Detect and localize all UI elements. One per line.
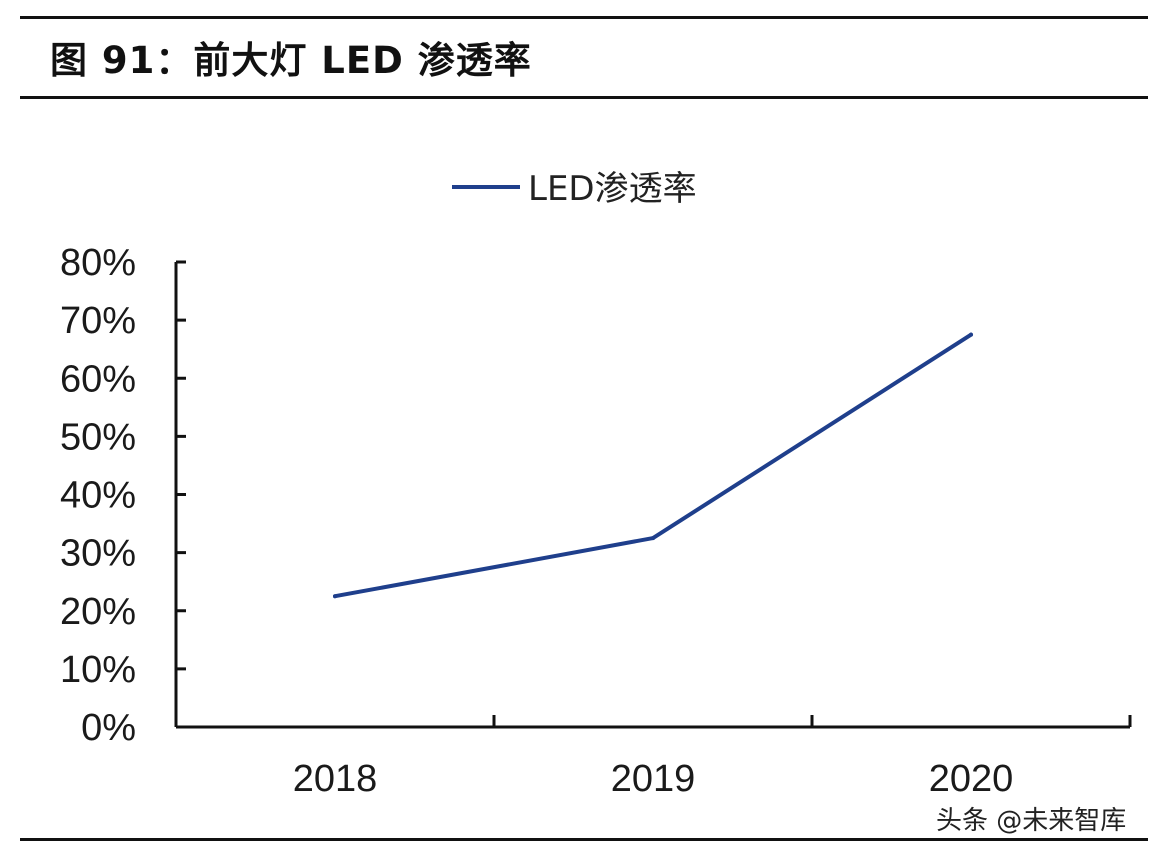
series-group: [333, 332, 973, 599]
y-tick-label: 30%: [60, 533, 136, 575]
watermark: 头条 @未来智库: [936, 806, 1127, 836]
y-axis-ticks: 0% 10% 20% 30% 40% 50% 60% 70% 80%: [60, 242, 186, 749]
y-tick-label: 10%: [60, 649, 136, 691]
title-underline-rule: [20, 96, 1148, 99]
x-tick-label: 2018: [293, 758, 378, 800]
data-point: [969, 332, 973, 337]
series-line-led: [333, 332, 973, 599]
bottom-rule: [20, 838, 1148, 841]
y-tick-label: 0%: [81, 707, 136, 749]
y-tick-label: 80%: [60, 242, 136, 284]
legend-label: LED渗透率: [528, 169, 697, 209]
y-tick-label: 50%: [60, 416, 136, 458]
axes: [174, 262, 1130, 729]
top-rule: [20, 16, 1148, 19]
line-chart: LED渗透率 0%10%20%30%40%50%60%70%80% 2018 20…: [60, 169, 1132, 800]
y-tick-label: 70%: [60, 300, 136, 342]
x-tick-label: 2020: [929, 758, 1014, 800]
figure-title: 图 91：前大灯 LED 渗透率: [50, 39, 532, 82]
x-axis-ticks: 2018 2019 2020: [174, 715, 1132, 800]
data-point: [651, 536, 655, 541]
x-tick-label: 2019: [611, 758, 696, 800]
data-point: [333, 594, 337, 599]
y-tick-label: 20%: [60, 591, 136, 633]
y-tick-label: 40%: [60, 475, 136, 517]
y-tick-label: 60%: [60, 358, 136, 400]
legend: LED渗透率: [452, 169, 697, 209]
